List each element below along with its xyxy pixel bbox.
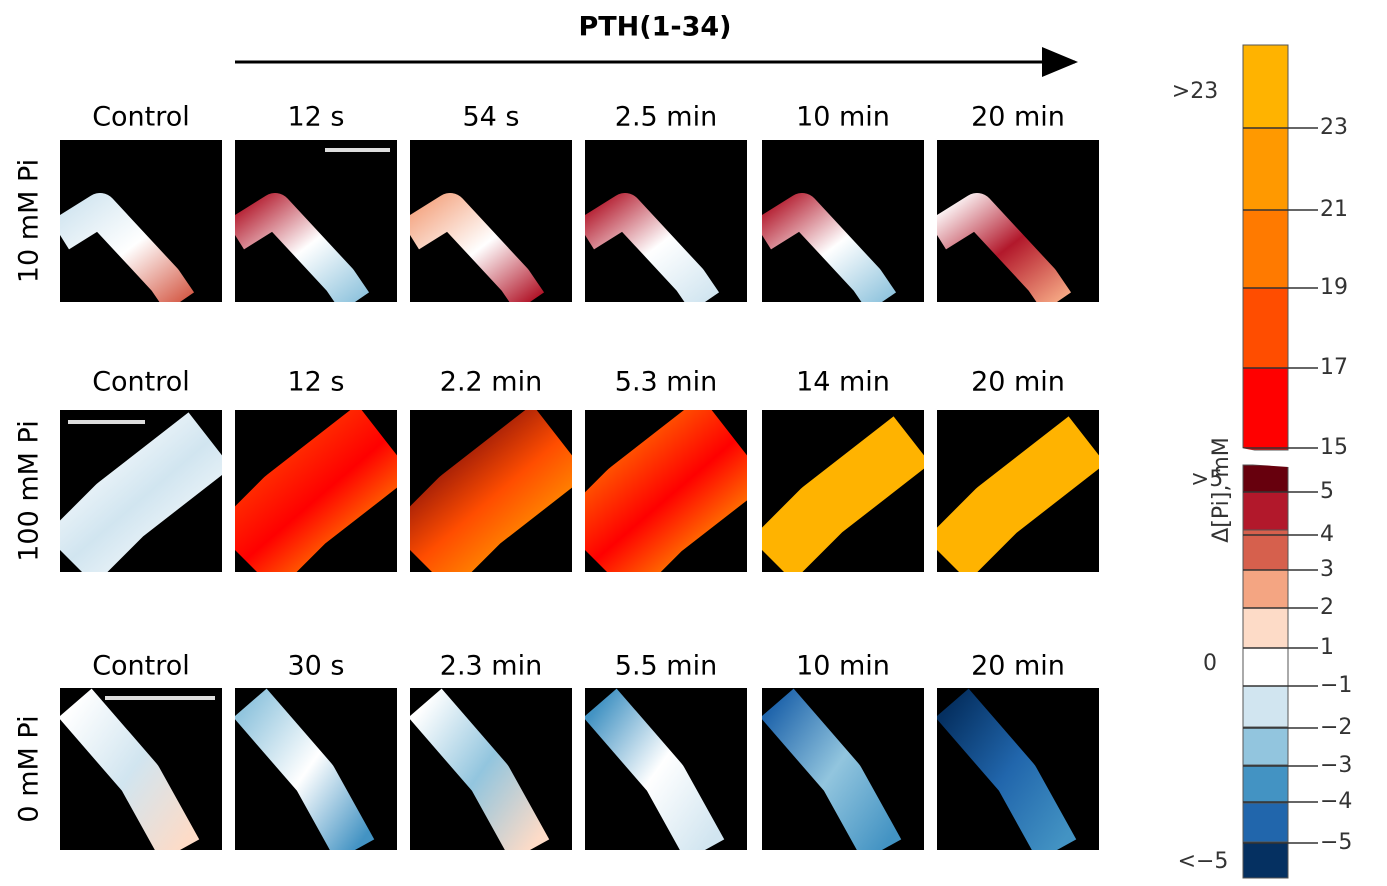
column-label: 12 s bbox=[287, 102, 344, 133]
colorbar-segment bbox=[1243, 765, 1288, 803]
treatment-title: PTH(1-34) bbox=[578, 12, 731, 43]
column-label: 2.3 min bbox=[440, 651, 542, 682]
colorbar-segment bbox=[1243, 128, 1288, 210]
image-panel bbox=[60, 410, 222, 572]
colorbar-tick-label: −3 bbox=[1320, 753, 1352, 778]
colorbar-segment bbox=[1243, 803, 1288, 842]
image-panel bbox=[235, 140, 397, 302]
colorbar-segment bbox=[1243, 465, 1288, 492]
image-panel bbox=[60, 688, 222, 850]
column-label: 20 min bbox=[971, 102, 1065, 133]
colorbar-tick-label: 17 bbox=[1320, 355, 1348, 380]
colorbar-segment bbox=[1243, 492, 1288, 530]
image-panel bbox=[937, 410, 1099, 572]
colorbar-tick-label: −5 bbox=[1320, 830, 1352, 855]
colorbar-segment bbox=[1243, 686, 1288, 727]
colorbar-segment bbox=[1243, 608, 1288, 648]
column-label: 10 min bbox=[796, 651, 890, 682]
colorbar-zero-label: 0 bbox=[1203, 651, 1217, 676]
colorbar-tick-label: −2 bbox=[1320, 715, 1352, 740]
image-panel bbox=[937, 688, 1099, 850]
image-panel bbox=[235, 410, 397, 572]
column-label: 54 s bbox=[462, 102, 519, 133]
colorbar-segment bbox=[1243, 842, 1288, 878]
colorbar-label: Δ[Pi], mM bbox=[1209, 437, 1234, 543]
column-label: Control bbox=[92, 367, 190, 398]
image-panel bbox=[762, 410, 924, 572]
column-label: 20 min bbox=[971, 651, 1065, 682]
column-label: 2.2 min bbox=[440, 367, 542, 398]
colorbar-end-label: <−5 bbox=[1178, 849, 1229, 874]
colorbar-end-label: >23 bbox=[1172, 79, 1218, 104]
colorbar-tick-label: −4 bbox=[1320, 789, 1352, 814]
row-label: 100 mM Pi bbox=[14, 420, 45, 562]
colorbar-tick-label: 2 bbox=[1320, 595, 1334, 620]
colorbar-segment bbox=[1243, 45, 1288, 128]
image-panel bbox=[60, 140, 222, 302]
colorbar-tick-label: 23 bbox=[1320, 115, 1348, 140]
row-label: 0 mM Pi bbox=[14, 715, 45, 822]
image-panel bbox=[235, 688, 397, 850]
image-panel bbox=[762, 688, 924, 850]
colorbar-tick-label: 4 bbox=[1320, 522, 1334, 547]
colorbar-segment bbox=[1243, 570, 1288, 608]
colorbar-segment bbox=[1243, 530, 1288, 570]
colorbar-segment bbox=[1243, 648, 1288, 686]
colorbar-tick-label: −1 bbox=[1320, 673, 1352, 698]
column-label: 2.5 min bbox=[615, 102, 717, 133]
row-label: 10 mM Pi bbox=[14, 159, 45, 283]
colorbar-tick-label: 19 bbox=[1320, 275, 1348, 300]
colorbar-tick-label: 21 bbox=[1320, 197, 1348, 222]
image-panel bbox=[585, 410, 747, 572]
column-label: 10 min bbox=[796, 102, 890, 133]
panels: 10 mM Pi Control 12 s 54 s 2.5 min 10 min 20 m… bbox=[14, 102, 1100, 851]
colorbar-segment bbox=[1243, 288, 1288, 368]
image-panel bbox=[410, 688, 572, 850]
colorbar-segment bbox=[1243, 368, 1288, 450]
column-label: 12 s bbox=[287, 367, 344, 398]
image-panel bbox=[585, 688, 747, 850]
colorbar-segment bbox=[1243, 727, 1288, 765]
colorbar-segment bbox=[1243, 210, 1288, 288]
column-label: 14 min bbox=[796, 367, 890, 398]
image-panel bbox=[410, 140, 572, 302]
image-panel bbox=[937, 140, 1099, 302]
column-label: 5.5 min bbox=[615, 651, 717, 682]
image-panel bbox=[762, 140, 924, 302]
colorbar-tick-label: 15 bbox=[1320, 435, 1348, 460]
colorbar-tick-label: 5 bbox=[1320, 479, 1334, 504]
column-label: 30 s bbox=[287, 651, 344, 682]
colorbar-tick-label: 3 bbox=[1320, 557, 1334, 582]
column-label: Control bbox=[92, 651, 190, 682]
image-panel bbox=[585, 140, 747, 302]
colorbar-tick-label: 1 bbox=[1320, 635, 1334, 660]
column-label: Control bbox=[92, 102, 190, 133]
column-label: 20 min bbox=[971, 367, 1065, 398]
image-panel bbox=[410, 410, 572, 572]
column-label: 5.3 min bbox=[615, 367, 717, 398]
figure: PTH(1-34) 10 mM PiControl12 s54 s2.5 min… bbox=[0, 0, 1387, 882]
